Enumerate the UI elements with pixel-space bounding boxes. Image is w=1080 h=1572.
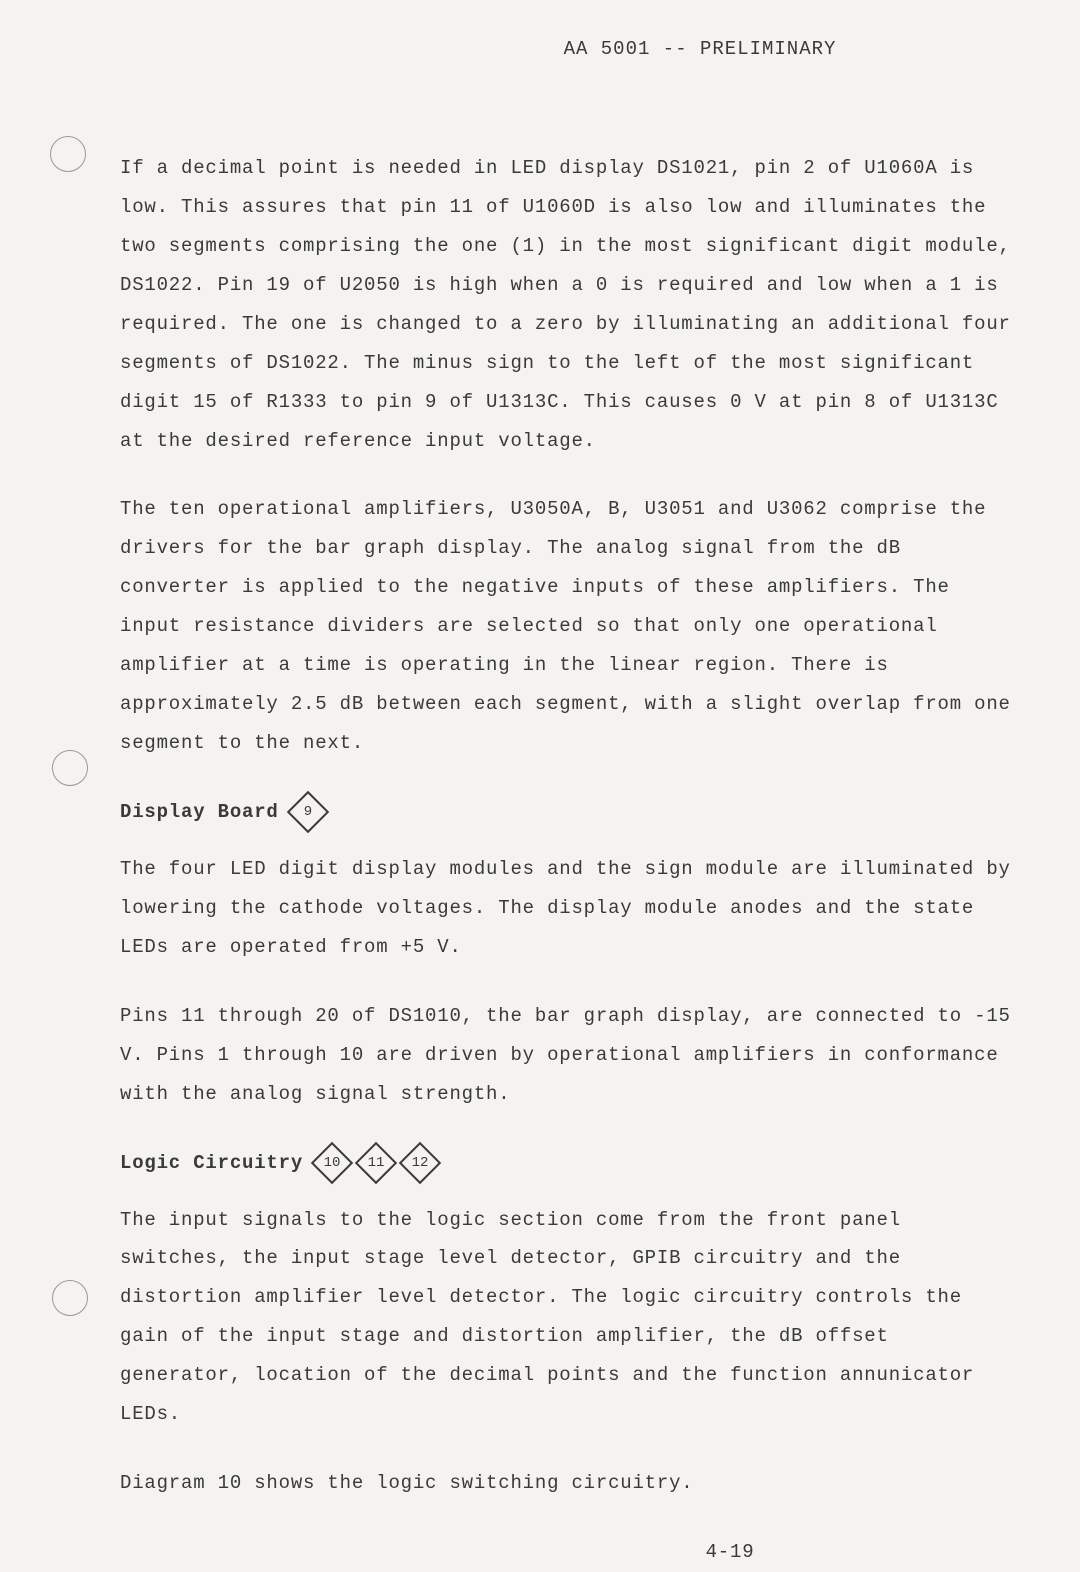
hole-punch-mark xyxy=(52,1280,88,1316)
diagram-ref-icon: 9 xyxy=(286,791,328,833)
body-paragraph: The four LED digit display modules and t… xyxy=(120,850,1020,967)
body-paragraph: Pins 11 through 20 of DS1010, the bar gr… xyxy=(120,997,1020,1114)
hole-punch-mark xyxy=(52,750,88,786)
body-paragraph: If a decimal point is needed in LED disp… xyxy=(120,149,1020,461)
diagram-ref-icon: 11 xyxy=(355,1142,397,1184)
heading-text: Display Board xyxy=(120,793,279,832)
section-heading-display-board: Display Board 9 xyxy=(120,793,1020,832)
page-header: AA 5001 -- PRELIMINARY xyxy=(120,30,1020,69)
body-paragraph: The input signals to the logic section c… xyxy=(120,1201,1020,1435)
hole-punch-mark xyxy=(50,136,86,172)
section-heading-logic-circuitry: Logic Circuitry 10 11 12 xyxy=(120,1144,1020,1183)
diagram-ref-icon: 10 xyxy=(311,1142,353,1184)
heading-text: Logic Circuitry xyxy=(120,1144,303,1183)
body-paragraph: The ten operational amplifiers, U3050A, … xyxy=(120,490,1020,763)
diagram-ref-icon: 12 xyxy=(399,1142,441,1184)
body-paragraph: Diagram 10 shows the logic switching cir… xyxy=(120,1464,1020,1503)
page-number: 4-19 xyxy=(120,1533,1020,1572)
